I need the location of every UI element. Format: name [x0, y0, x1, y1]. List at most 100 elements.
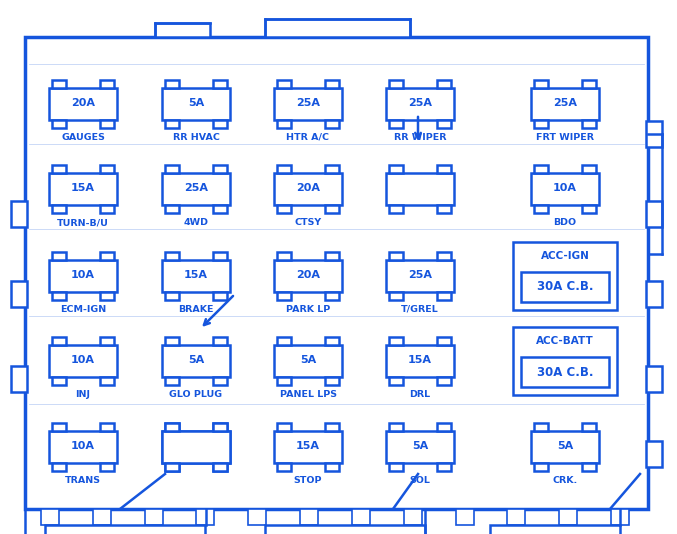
Bar — [49, 431, 117, 463]
Bar — [277, 463, 291, 471]
Bar — [386, 260, 454, 292]
Text: 25A: 25A — [296, 98, 320, 108]
Text: STOP: STOP — [294, 476, 322, 485]
Bar — [100, 165, 114, 173]
Bar — [582, 205, 596, 213]
Bar — [49, 260, 117, 292]
Bar — [325, 423, 338, 431]
Bar — [521, 357, 609, 387]
Bar — [534, 205, 548, 213]
Text: 5A: 5A — [412, 441, 428, 451]
Bar — [437, 292, 451, 300]
Bar — [213, 292, 227, 300]
Bar — [437, 205, 451, 213]
Text: 10A: 10A — [553, 183, 577, 193]
Text: TURN-B/U: TURN-B/U — [57, 218, 109, 227]
Bar — [389, 120, 403, 128]
Text: RR WIPER: RR WIPER — [394, 133, 446, 142]
Bar — [155, 23, 210, 37]
Bar — [41, 509, 59, 525]
Bar — [277, 377, 291, 385]
Bar — [11, 281, 27, 307]
Bar — [534, 80, 548, 88]
Text: DRL: DRL — [410, 390, 431, 399]
Bar — [52, 120, 66, 128]
Bar — [389, 205, 403, 213]
Bar — [165, 463, 179, 471]
Bar — [277, 423, 291, 431]
Text: CTSY: CTSY — [294, 218, 322, 227]
Bar — [165, 80, 179, 88]
Bar — [456, 509, 473, 525]
Bar — [534, 423, 548, 431]
Text: HTR A/C: HTR A/C — [286, 133, 330, 142]
Bar — [646, 121, 662, 147]
Text: 15A: 15A — [408, 355, 432, 365]
Text: BRAKE: BRAKE — [178, 305, 214, 314]
Bar — [582, 165, 596, 173]
Bar — [437, 337, 451, 345]
Bar — [165, 337, 179, 345]
Text: INJ: INJ — [76, 390, 91, 399]
Bar — [52, 377, 66, 385]
Text: TRANS: TRANS — [65, 476, 101, 485]
Bar — [165, 252, 179, 260]
Bar — [165, 377, 179, 385]
Bar — [165, 165, 179, 173]
Bar — [389, 377, 403, 385]
Bar — [437, 252, 451, 260]
Text: FRT WIPER: FRT WIPER — [536, 133, 594, 142]
Bar — [49, 345, 117, 377]
Bar — [531, 431, 599, 463]
Bar — [213, 377, 227, 385]
Text: 10A: 10A — [71, 270, 95, 280]
Bar — [277, 80, 291, 88]
Bar — [437, 463, 451, 471]
Text: 25A: 25A — [408, 98, 432, 108]
Text: 25A: 25A — [553, 98, 577, 108]
Text: 5A: 5A — [188, 355, 204, 365]
Bar — [100, 377, 114, 385]
Bar — [646, 366, 662, 392]
Bar — [165, 423, 179, 431]
Bar — [386, 345, 454, 377]
Bar — [93, 509, 111, 525]
Bar — [265, 525, 425, 534]
Bar — [52, 292, 66, 300]
Bar — [49, 173, 117, 205]
Bar — [162, 260, 230, 292]
Text: GAUGES: GAUGES — [61, 133, 105, 142]
Bar — [389, 463, 403, 471]
Bar — [389, 165, 403, 173]
Bar — [513, 327, 617, 395]
Bar — [582, 423, 596, 431]
Text: 5A: 5A — [557, 441, 573, 451]
Bar — [325, 80, 338, 88]
Bar — [52, 463, 66, 471]
Bar — [100, 292, 114, 300]
Bar — [277, 337, 291, 345]
Bar — [213, 80, 227, 88]
Bar — [386, 431, 454, 463]
Bar — [162, 173, 230, 205]
Bar — [52, 165, 66, 173]
Bar — [52, 80, 66, 88]
Text: T/GREL: T/GREL — [401, 305, 439, 314]
Bar — [100, 252, 114, 260]
Bar — [45, 525, 205, 534]
Bar — [162, 431, 230, 463]
Bar — [325, 165, 338, 173]
Text: 25A: 25A — [184, 183, 208, 193]
Bar — [352, 509, 370, 525]
Bar — [277, 292, 291, 300]
Bar — [100, 80, 114, 88]
Bar — [582, 463, 596, 471]
Bar — [52, 423, 66, 431]
Text: 10A: 10A — [71, 441, 95, 451]
Bar — [274, 345, 342, 377]
Bar — [52, 252, 66, 260]
Bar — [325, 463, 338, 471]
Bar — [100, 337, 114, 345]
Bar — [11, 201, 27, 227]
Bar — [437, 377, 451, 385]
